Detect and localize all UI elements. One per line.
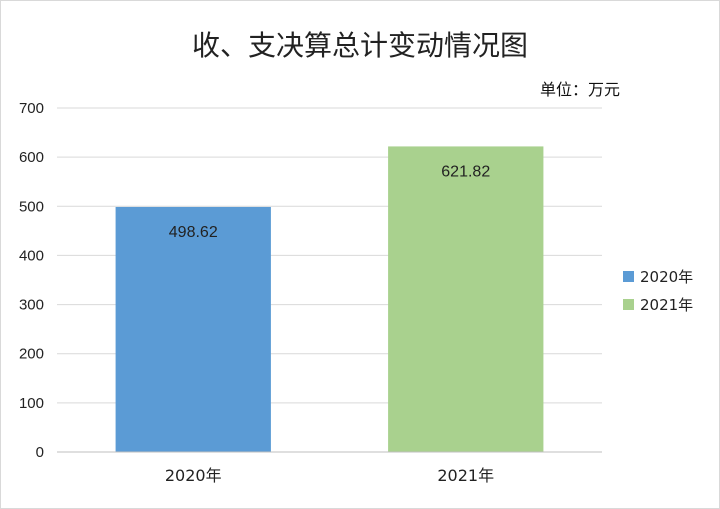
y-tick-label-400: 400 (19, 247, 44, 264)
unit-label: 单位：万元 (540, 80, 621, 99)
y-tick-label-200: 200 (19, 346, 44, 363)
data-label-2021年: 621.82 (441, 163, 490, 180)
data-label-2020年: 498.62 (169, 224, 218, 241)
y-tick-label-700: 700 (19, 100, 44, 117)
bar-2021年 (388, 146, 544, 452)
bar-2020年 (115, 206, 271, 452)
y-tick-label-600: 600 (19, 149, 44, 166)
legend: 2020年 2021年 (623, 262, 693, 318)
chart-title: 收、支决算总计变动情况图 (191, 29, 528, 62)
legend-item-2021: 2021年 (623, 290, 693, 318)
x-tick-label-2020年: 2020年 (165, 466, 222, 485)
legend-label-2021: 2021年 (640, 295, 694, 314)
legend-label-2020: 2020年 (640, 267, 694, 286)
y-tick-label-0: 0 (36, 444, 44, 461)
y-tick-label-100: 100 (19, 395, 44, 412)
legend-swatch-2020 (623, 270, 634, 282)
x-tick-label-2021年: 2021年 (437, 466, 494, 485)
legend-item-2020: 2020年 (623, 262, 693, 290)
y-tick-label-300: 300 (19, 297, 44, 314)
y-tick-label-500: 500 (19, 198, 44, 215)
legend-swatch-2021 (623, 298, 634, 310)
